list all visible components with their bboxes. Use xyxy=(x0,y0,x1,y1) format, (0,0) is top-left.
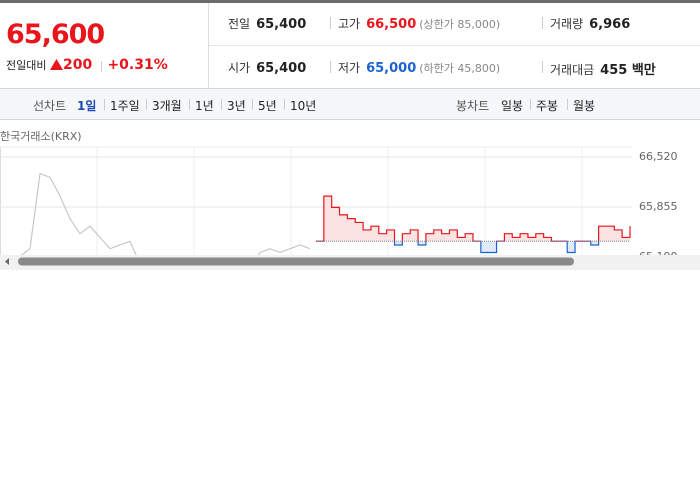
candle-tab[interactable]: 주봉 xyxy=(536,99,559,113)
stat-note: (상한가 85,000) xyxy=(419,18,501,31)
separator xyxy=(542,17,543,29)
period-tab[interactable]: 10년 xyxy=(290,99,317,113)
line-up xyxy=(316,195,631,242)
quote-panel: 65,600 전일대비 200 | +0.31% 전일 65,400 고가 66,500… xyxy=(0,0,700,88)
change-rate: +0.31% xyxy=(107,57,168,73)
change-value: 200 xyxy=(62,57,93,73)
stat-label: 고가 xyxy=(338,17,361,31)
stat-value: 455 백만 xyxy=(600,63,656,78)
source-label: 한국거래소(KRX) xyxy=(0,130,82,143)
period-tab[interactable]: 1년 xyxy=(195,99,214,113)
separator xyxy=(330,17,331,29)
scroll-thumb[interactable] xyxy=(18,257,574,266)
stat-label: 저가 xyxy=(338,61,361,75)
stat-value: 6,966 xyxy=(589,17,631,32)
candle-tab[interactable]: 월봉 xyxy=(573,99,596,113)
separator xyxy=(330,61,331,73)
plot xyxy=(20,172,631,255)
line-down xyxy=(316,241,600,254)
y-tick-label: 65,855 xyxy=(639,200,678,213)
separator xyxy=(146,99,147,110)
line-chart-label: 선차트 xyxy=(33,99,67,113)
candle-tab[interactable]: 일봉 xyxy=(501,99,524,113)
stat-value: 65,400 xyxy=(256,61,307,76)
period-tab[interactable]: 5년 xyxy=(258,99,277,113)
separator xyxy=(221,99,222,110)
candle-chart-label: 봉차트 xyxy=(456,99,490,113)
period-tab[interactable]: 3년 xyxy=(227,99,246,113)
stat-note: (하한가 45,800) xyxy=(419,62,501,75)
up-icon xyxy=(49,59,63,70)
stat: 저가 65,000 (하한가 45,800) xyxy=(338,59,500,76)
change: 전일대비 200 | +0.31% xyxy=(6,57,168,73)
price: 65,600 xyxy=(6,19,105,50)
stat-value: 66,500 xyxy=(366,17,417,32)
scroll-arrow[interactable] xyxy=(5,258,9,265)
stat-value: 65,000 xyxy=(366,61,417,76)
stat-value: 65,400 xyxy=(256,17,307,32)
separator xyxy=(284,99,285,110)
stat-label: 전일 xyxy=(228,17,251,31)
area-up xyxy=(323,196,630,242)
period-tab[interactable]: 1주일 xyxy=(110,99,140,113)
y-tick-label: 66,520 xyxy=(639,150,678,163)
separator xyxy=(567,99,568,110)
stat-label: 시가 xyxy=(228,61,251,75)
stat: 거래량 6,966 xyxy=(550,15,630,32)
change-label: 전일대비 xyxy=(6,59,47,72)
period-tab[interactable]: 3개월 xyxy=(152,99,182,113)
separator xyxy=(189,99,190,110)
stat: 거래대금 455 백만 xyxy=(550,59,656,78)
separator xyxy=(104,99,105,110)
toolbar: 선차트 1일 1주일 3개월 1년 3년 5년 10년 봉차트 일봉 주봉 월봉 xyxy=(0,88,700,120)
separator xyxy=(530,99,531,110)
stat: 시가 65,400 xyxy=(228,59,306,76)
period-tab[interactable]: 1일 xyxy=(77,99,97,113)
separator xyxy=(252,99,253,110)
stat-label: 거래대금 xyxy=(550,63,595,77)
row-divider xyxy=(209,45,700,46)
price-box: 65,600 전일대비 200 | +0.31% xyxy=(0,3,209,88)
stat-label: 거래량 xyxy=(550,17,584,31)
prev-line xyxy=(20,172,311,255)
stat: 고가 66,500 (상한가 85,000) xyxy=(338,15,500,32)
stat: 전일 65,400 xyxy=(228,15,306,32)
separator xyxy=(542,61,543,73)
